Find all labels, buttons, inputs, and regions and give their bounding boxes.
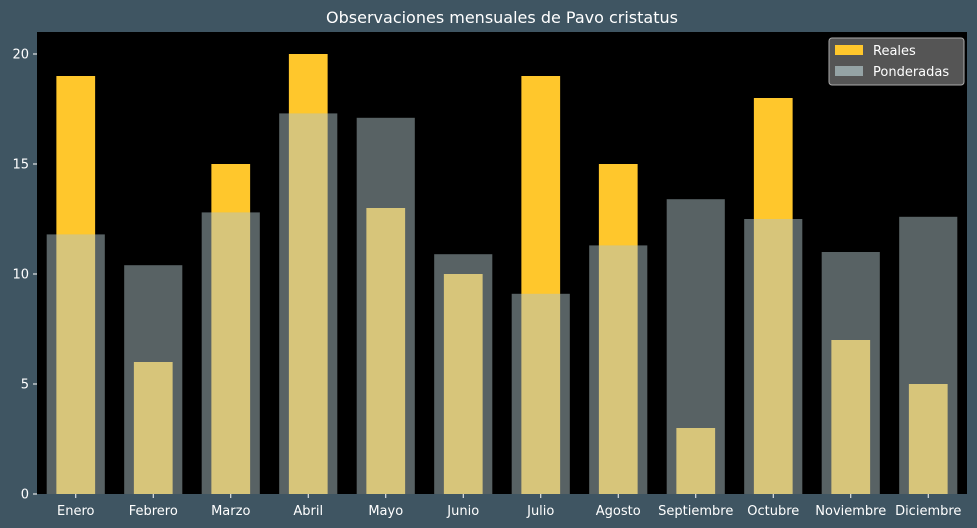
bar-ponderadas-12	[899, 216, 958, 495]
y-tick-label: 10	[12, 268, 29, 283]
legend-swatch-ponderadas	[835, 66, 863, 76]
bar-ponderadas-9	[666, 199, 725, 494]
bar-ponderadas-6	[434, 254, 493, 494]
x-tick-label: Septiembre	[658, 504, 733, 519]
x-tick-label: Mayo	[368, 504, 403, 519]
legend-label-reales: Reales	[873, 44, 916, 59]
bar-ponderadas-5	[356, 117, 415, 495]
chart-title: Observaciones mensuales de Pavo cristatu…	[326, 8, 678, 27]
y-tick-label: 15	[12, 158, 29, 173]
bar-ponderadas-1	[46, 234, 105, 494]
bar-ponderadas-4	[279, 113, 338, 495]
bar-ponderadas-3	[201, 212, 260, 494]
y-tick-label: 0	[21, 488, 29, 503]
plot-area	[37, 32, 967, 494]
series-ponderadas	[46, 113, 958, 495]
y-axis: 0 5 10 15 20	[12, 48, 37, 503]
x-tick-label: Diciembre	[895, 504, 961, 519]
legend-swatch-reales	[835, 45, 863, 55]
x-tick-label: Octubre	[747, 504, 799, 519]
bar-ponderadas-2	[124, 265, 183, 494]
x-axis: Enero Febrero Marzo Abril Mayo Junio Julio Agos…	[57, 494, 961, 519]
y-tick-label: 5	[21, 378, 29, 393]
x-tick-label: Enero	[57, 504, 95, 519]
legend: Reales Ponderadas	[828, 37, 965, 86]
bar-ponderadas-8	[589, 245, 648, 494]
legend-label-ponderadas: Ponderadas	[873, 65, 949, 80]
x-tick-label: Abril	[293, 504, 323, 519]
x-tick-label: Agosto	[596, 504, 641, 519]
x-tick-label: Febrero	[129, 504, 178, 519]
bar-ponderadas-7	[511, 293, 570, 494]
bar-ponderadas-10	[744, 219, 803, 494]
x-tick-label: Junio	[446, 504, 479, 519]
x-tick-label: Julio	[526, 504, 554, 519]
x-tick-label: Marzo	[211, 504, 250, 519]
x-tick-label: Noviembre	[815, 504, 886, 519]
bar-ponderadas-11	[821, 252, 880, 494]
y-tick-label: 20	[12, 48, 29, 63]
